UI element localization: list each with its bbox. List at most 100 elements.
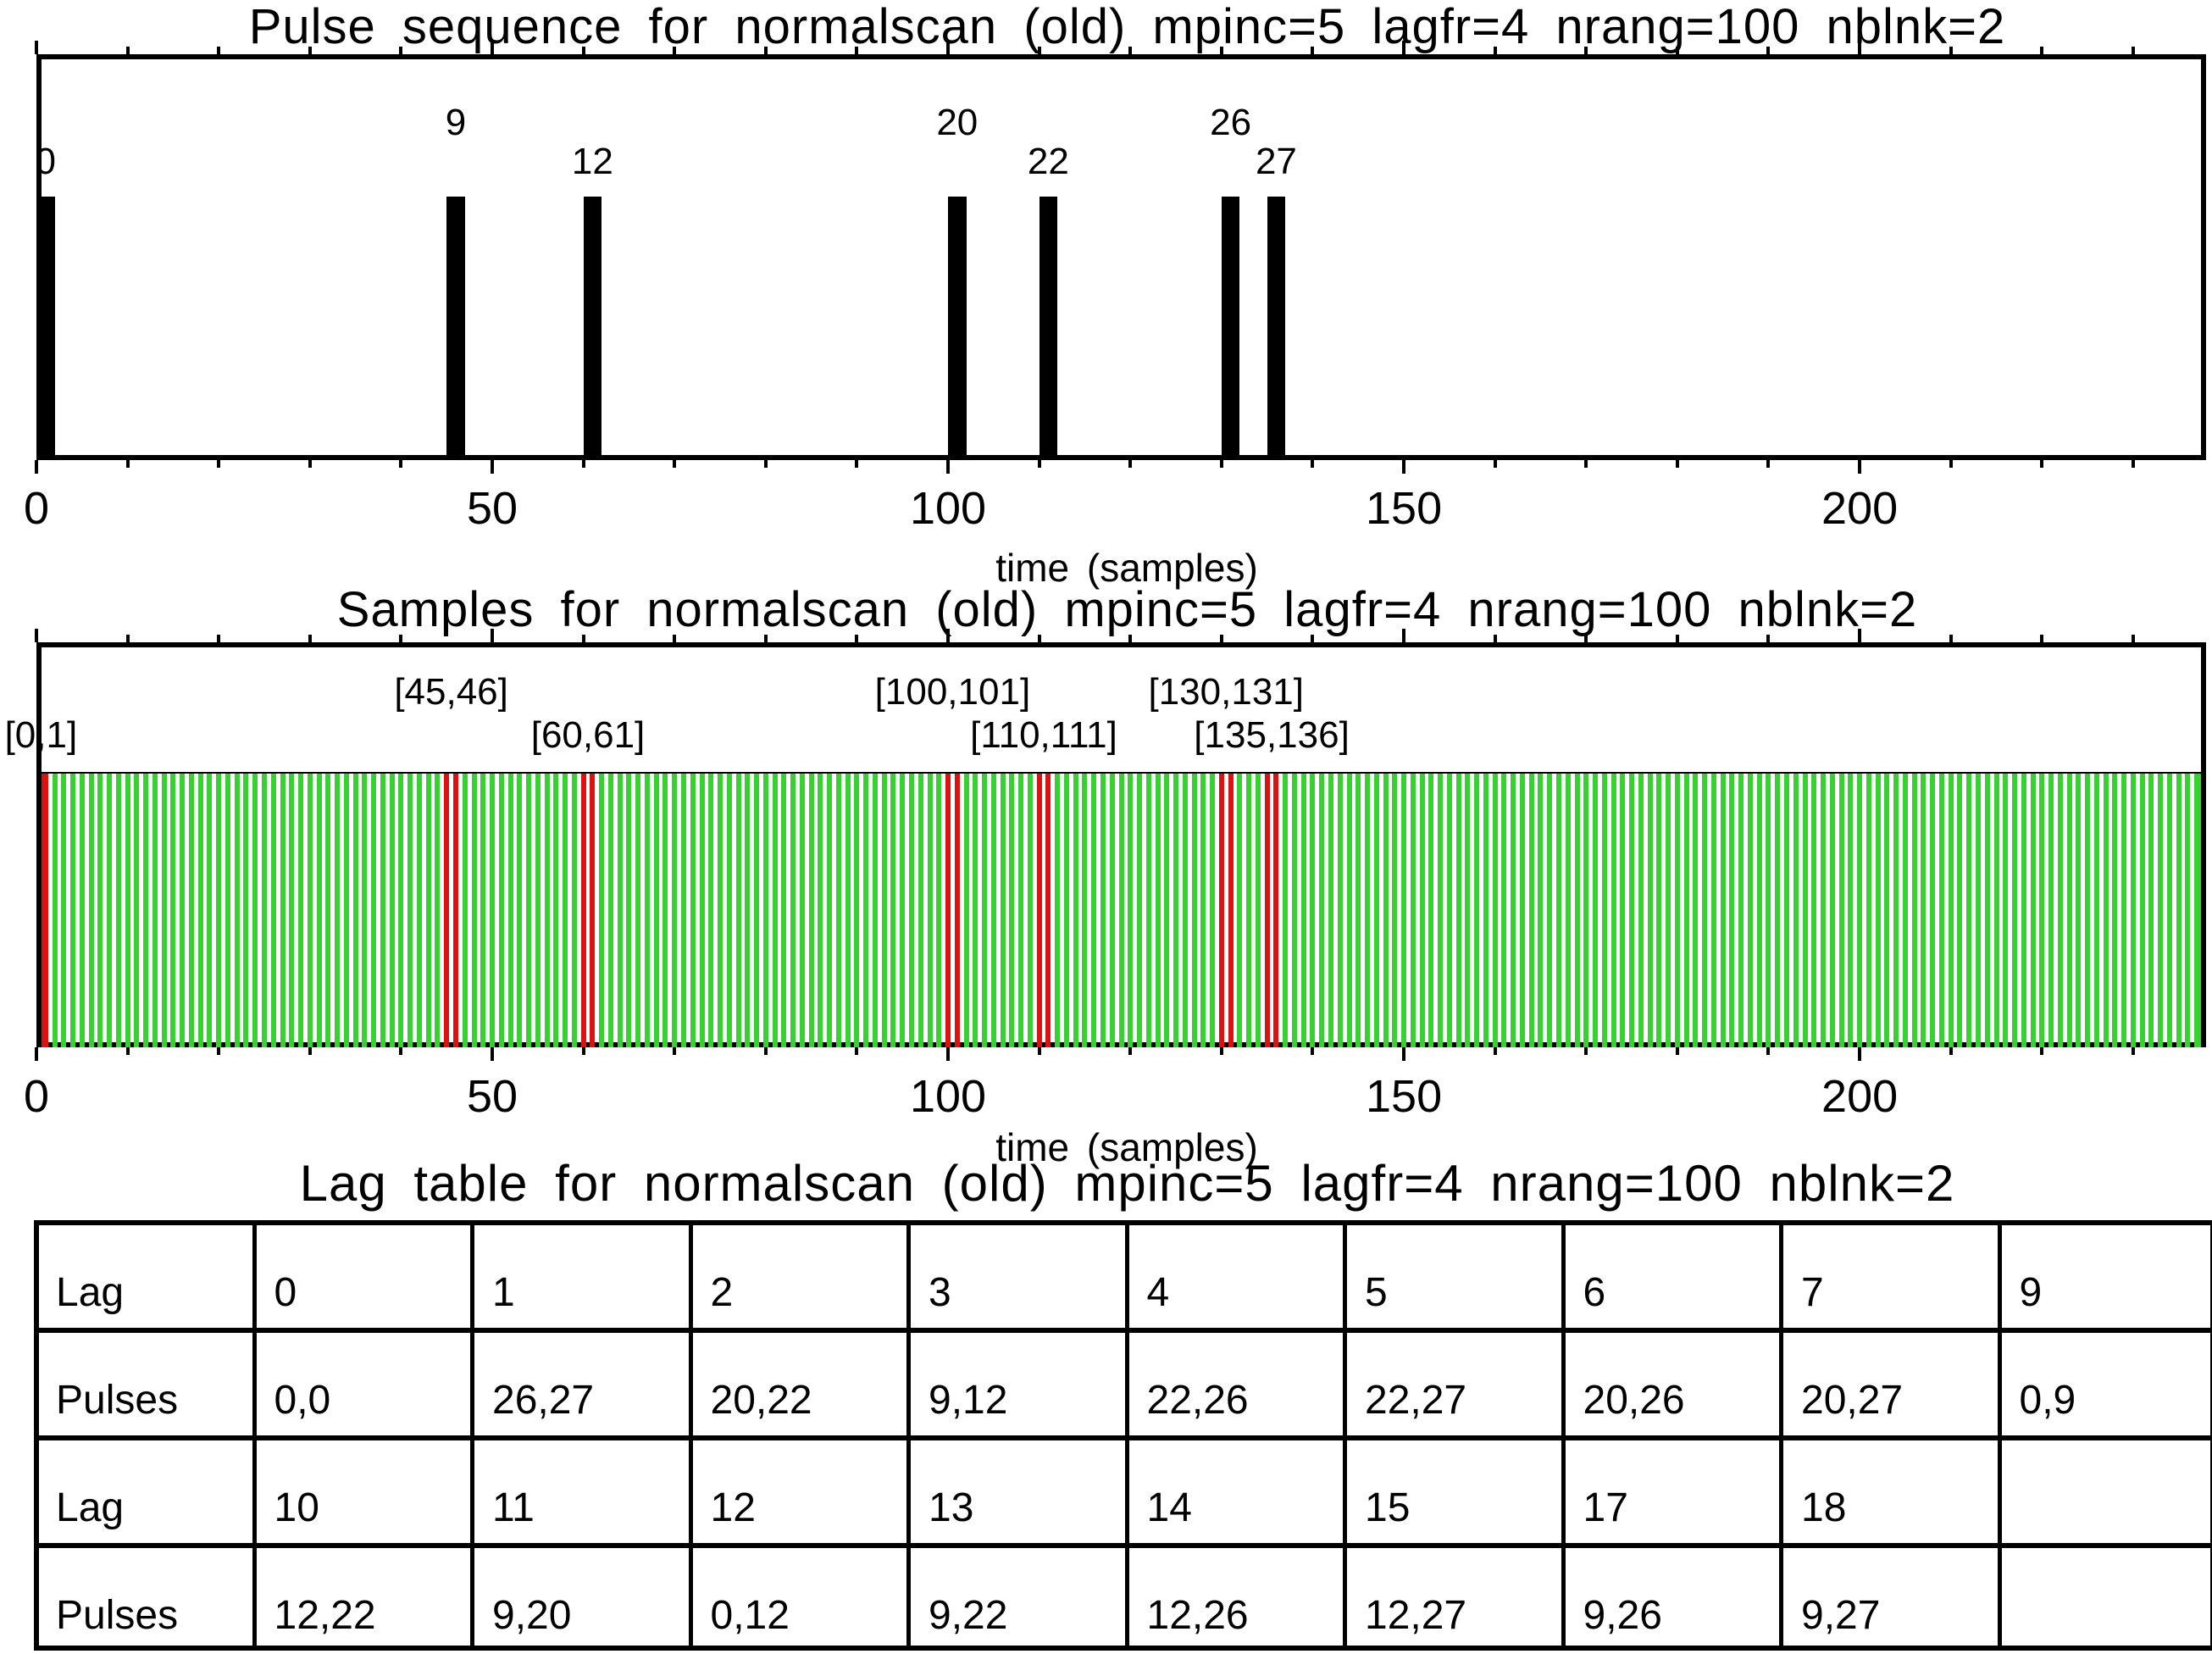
sample-bar [1365,774,1371,1047]
x-minor-tick [1128,47,1133,54]
sample-bar [1519,774,1525,1047]
sample-bar [1483,774,1489,1047]
sample-bar [289,774,295,1047]
blanked-sample-bar [1228,774,1234,1047]
sample-bar [863,774,869,1047]
sample-bar [808,774,814,1047]
sample-bar [1465,774,1471,1047]
pulse-label: 22 [1027,141,1069,182]
x-minor-tick [855,460,859,468]
x-major-tick [35,1047,38,1061]
sample-bar [726,774,732,1047]
sample-bar [2112,774,2118,1047]
sample-bar [754,774,760,1047]
sample-bar [1666,774,1671,1047]
sample-bar [1000,774,1006,1047]
x-major-tick [1858,41,1862,54]
sample-bar [2093,774,2099,1047]
sample-bar [2003,774,2009,1047]
sample-bar [1027,774,1033,1047]
sample-bar [1109,774,1115,1047]
sample-bar [599,774,605,1047]
x-minor-tick [217,47,221,54]
sample-bar [1401,774,1407,1047]
pulse-bar [1267,197,1286,460]
x-minor-tick [1949,460,1953,468]
x-minor-tick [1311,460,1315,468]
x-minor-tick [763,460,768,468]
x-minor-tick [308,1047,312,1055]
table-cell: 9,26 [1583,1593,1662,1638]
sample-bar [2048,774,2054,1047]
table-cell: 12,22 [274,1593,376,1638]
x-minor-tick [1311,47,1315,54]
x-tick-label: 150 [1366,483,1443,534]
table-cell: 18 [1801,1485,1847,1530]
sample-bar [1857,774,1863,1047]
blanked-sample-bar [1218,774,1224,1047]
sample-bar [243,774,249,1047]
sample-bar [1902,774,1908,1047]
sample-bar [1993,774,1999,1047]
sample-bar [1145,774,1151,1047]
sample-bar [1583,774,1589,1047]
sample-bar [1173,774,1179,1047]
sample-bar [790,774,796,1047]
x-minor-tick [2131,460,2135,468]
blanked-samples-label: [130,131] [1148,671,1304,713]
sample-bar [1821,774,1827,1047]
sample-bar [389,774,395,1047]
x-tick-label: 200 [1821,1071,1899,1122]
x-tick-label: 100 [909,483,987,534]
sample-bar [1210,774,1216,1047]
sample-bar [134,774,140,1047]
table-cell: 11 [492,1485,535,1530]
sample-bar [2121,774,2127,1047]
sample-bar [1702,774,1708,1047]
sample-bar [1191,774,1197,1047]
x-minor-tick [763,1047,768,1055]
sample-bar [2085,774,2091,1047]
x-minor-tick [125,47,130,54]
x-minor-tick [855,47,859,54]
pulse-bar [948,197,967,460]
sample-bar [1620,774,1626,1047]
x-minor-tick [1219,1047,1223,1055]
sample-bar [362,774,368,1047]
sample-bar [1492,774,1498,1047]
table-cell: 9,22 [929,1593,1008,1638]
sample-bar [188,774,194,1047]
sample-bar [982,774,988,1047]
sample-bar [490,774,496,1047]
sample-bar [1128,774,1134,1047]
sample-bar [1118,774,1124,1047]
sample-bar [1593,774,1599,1047]
x-minor-tick [1219,635,1223,642]
sample-bar [1328,774,1333,1047]
sample-bar [1346,774,1352,1047]
x-major-tick [1858,1047,1862,1061]
x-minor-tick [1584,47,1588,54]
x-tick-label: 50 [466,1071,518,1122]
sample-bar [1884,774,1890,1047]
x-major-tick [946,41,951,54]
sample-bar [1610,774,1616,1047]
sample-bar [1656,774,1662,1047]
x-minor-tick [308,460,312,468]
sample-bar [307,774,313,1047]
x-minor-tick [2131,635,2135,642]
sample-bar [571,774,577,1047]
sample-bar [1775,774,1781,1047]
table-row-divider [34,1435,2212,1440]
sample-bar [180,774,186,1047]
sample-bar [1911,774,1917,1047]
sample-bar [52,774,58,1047]
sample-bar [1984,774,1990,1047]
x-minor-tick [1128,460,1133,468]
sample-bar [680,774,686,1047]
sample-bar [1283,774,1289,1047]
sample-bar [835,774,841,1047]
sample-bar [1948,774,1954,1047]
sample-bar [1063,774,1069,1047]
